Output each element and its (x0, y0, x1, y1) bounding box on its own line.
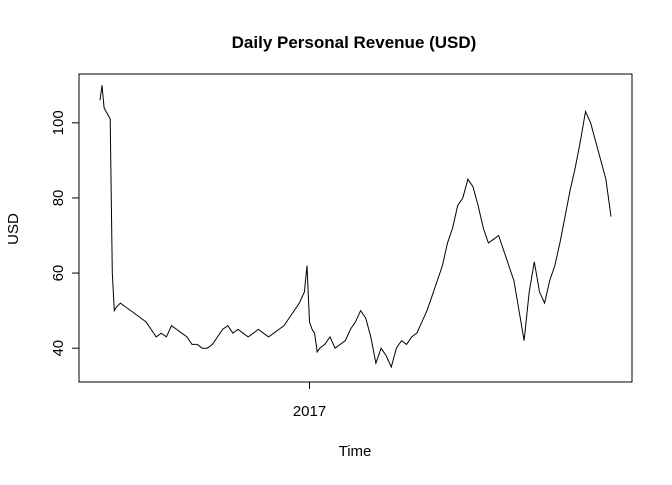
plot-frame (78, 73, 633, 383)
x-axis: 2017 (293, 382, 326, 420)
x-tick-label: 2017 (293, 403, 326, 420)
series-line (99, 85, 612, 369)
y-tick-label: 80 (50, 190, 67, 207)
y-tick-label: 100 (50, 110, 67, 135)
y-tick-label: 40 (50, 340, 67, 357)
y-axis-label: USD (5, 213, 22, 245)
chart-title: Daily Personal Revenue (USD) (232, 33, 477, 52)
y-axis: 40 60 80 100 (50, 110, 80, 357)
y-tick-label: 60 (50, 265, 67, 282)
x-axis-label: Time (339, 443, 372, 460)
